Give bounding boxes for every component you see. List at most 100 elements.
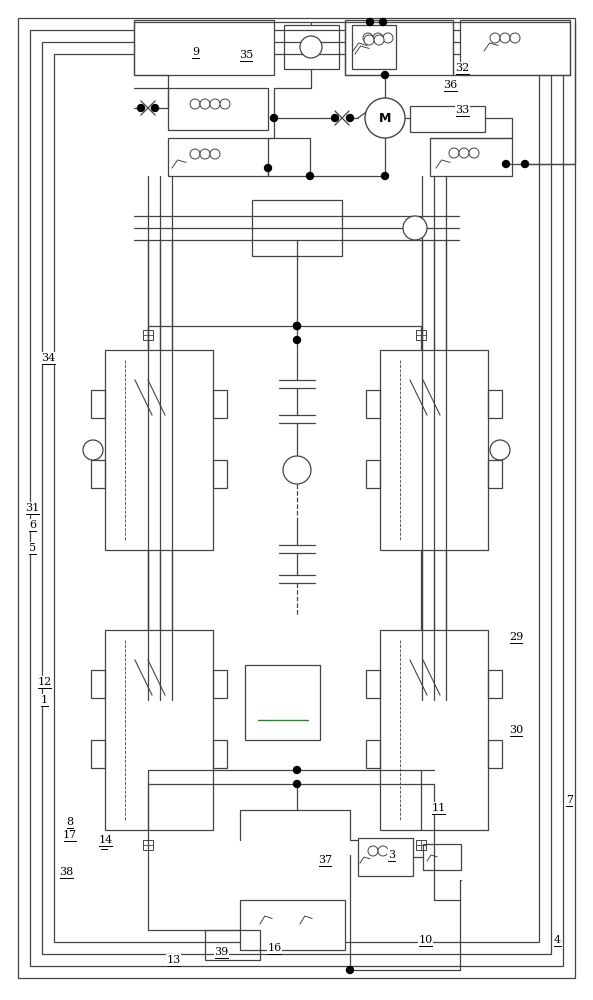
Circle shape bbox=[346, 966, 353, 974]
Bar bbox=[134, 20, 274, 75]
Bar bbox=[366, 460, 380, 488]
Circle shape bbox=[200, 99, 210, 109]
Bar bbox=[105, 630, 213, 830]
Circle shape bbox=[374, 35, 384, 45]
Circle shape bbox=[378, 846, 388, 856]
Bar bbox=[213, 460, 227, 488]
Circle shape bbox=[469, 148, 479, 158]
Circle shape bbox=[264, 164, 272, 172]
Circle shape bbox=[502, 160, 509, 167]
Circle shape bbox=[373, 33, 383, 43]
Bar bbox=[416, 330, 426, 340]
Text: 5: 5 bbox=[29, 543, 36, 553]
Circle shape bbox=[381, 72, 388, 79]
Bar bbox=[91, 670, 105, 698]
Circle shape bbox=[138, 104, 145, 111]
Text: 3: 3 bbox=[388, 850, 395, 860]
Bar bbox=[488, 460, 502, 488]
Text: 17: 17 bbox=[63, 830, 77, 840]
Bar bbox=[143, 330, 153, 340]
Bar bbox=[213, 740, 227, 768]
Text: 1: 1 bbox=[41, 695, 48, 705]
Text: 14: 14 bbox=[98, 835, 113, 845]
Circle shape bbox=[331, 114, 339, 121]
Bar bbox=[410, 106, 485, 132]
Circle shape bbox=[363, 33, 373, 43]
Bar bbox=[91, 390, 105, 418]
Bar bbox=[245, 665, 320, 740]
Bar bbox=[213, 670, 227, 698]
Bar bbox=[205, 930, 260, 960]
Bar bbox=[168, 138, 268, 176]
Circle shape bbox=[151, 104, 158, 111]
Text: M: M bbox=[379, 111, 391, 124]
Circle shape bbox=[300, 36, 322, 58]
Bar bbox=[430, 138, 512, 176]
Circle shape bbox=[346, 114, 353, 121]
Text: 33: 33 bbox=[455, 105, 470, 115]
Bar bbox=[168, 88, 268, 130]
Bar bbox=[416, 840, 426, 850]
Text: 2: 2 bbox=[100, 838, 107, 848]
Circle shape bbox=[83, 440, 103, 460]
Text: 11: 11 bbox=[432, 803, 446, 813]
Text: 39: 39 bbox=[214, 947, 228, 957]
Text: 32: 32 bbox=[455, 63, 470, 73]
Circle shape bbox=[490, 440, 510, 460]
Bar bbox=[284, 25, 339, 69]
Bar bbox=[91, 740, 105, 768]
Circle shape bbox=[521, 160, 528, 167]
Circle shape bbox=[380, 18, 387, 25]
Text: 16: 16 bbox=[267, 943, 282, 953]
Bar bbox=[460, 20, 570, 75]
Text: 36: 36 bbox=[444, 80, 458, 90]
Bar bbox=[380, 630, 488, 830]
Text: 4: 4 bbox=[554, 935, 561, 945]
Text: 9: 9 bbox=[192, 47, 199, 57]
Text: 12: 12 bbox=[37, 677, 52, 687]
Circle shape bbox=[220, 99, 230, 109]
Text: 35: 35 bbox=[239, 50, 253, 60]
Text: 8: 8 bbox=[66, 817, 74, 827]
Circle shape bbox=[449, 148, 459, 158]
Bar bbox=[423, 844, 461, 870]
Text: 31: 31 bbox=[25, 503, 40, 513]
Bar bbox=[358, 838, 413, 876]
Text: 38: 38 bbox=[59, 867, 74, 877]
Bar bbox=[352, 25, 396, 69]
Circle shape bbox=[307, 172, 314, 180]
Bar bbox=[91, 460, 105, 488]
Text: 37: 37 bbox=[318, 855, 332, 865]
Bar bbox=[213, 390, 227, 418]
Circle shape bbox=[510, 33, 520, 43]
Circle shape bbox=[381, 172, 388, 180]
Circle shape bbox=[490, 33, 500, 43]
Circle shape bbox=[294, 780, 301, 788]
Circle shape bbox=[294, 766, 301, 774]
Bar bbox=[42, 42, 551, 954]
Bar bbox=[30, 30, 563, 966]
Circle shape bbox=[383, 33, 393, 43]
Circle shape bbox=[190, 99, 200, 109]
Text: 7: 7 bbox=[566, 795, 573, 805]
Text: 13: 13 bbox=[167, 955, 181, 965]
Circle shape bbox=[270, 114, 278, 121]
Circle shape bbox=[283, 456, 311, 484]
Circle shape bbox=[403, 216, 427, 240]
Bar bbox=[345, 20, 453, 75]
Circle shape bbox=[368, 846, 378, 856]
Circle shape bbox=[459, 148, 469, 158]
Bar bbox=[143, 840, 153, 850]
Text: 30: 30 bbox=[509, 725, 523, 735]
Bar bbox=[252, 200, 342, 256]
Circle shape bbox=[190, 149, 200, 159]
Text: 10: 10 bbox=[419, 935, 433, 945]
Bar bbox=[488, 390, 502, 418]
Circle shape bbox=[294, 322, 301, 330]
Bar bbox=[366, 740, 380, 768]
Bar bbox=[240, 900, 345, 950]
Circle shape bbox=[210, 149, 220, 159]
Bar bbox=[105, 350, 213, 550]
Bar bbox=[488, 670, 502, 698]
Circle shape bbox=[210, 99, 220, 109]
